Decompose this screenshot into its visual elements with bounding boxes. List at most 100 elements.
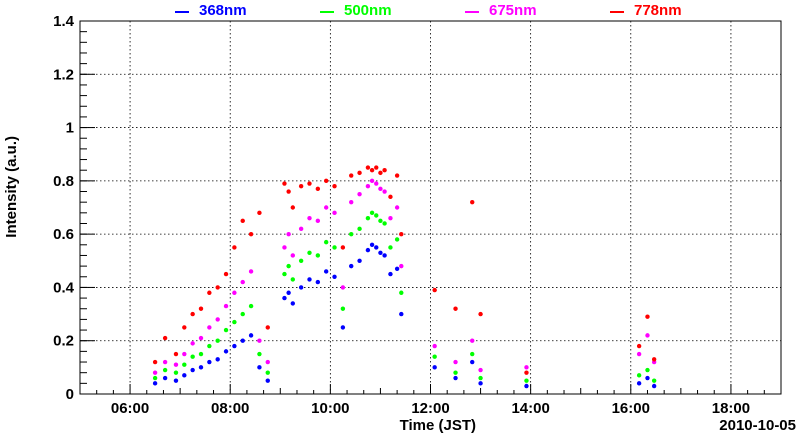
- data-point: [524, 370, 529, 375]
- data-point: [198, 335, 204, 341]
- data-point: [286, 290, 291, 295]
- data-point: [223, 349, 229, 354]
- data-point: [198, 351, 204, 357]
- data-point: [470, 351, 475, 357]
- axis-ticks: 06:00 08:00 10:00 12:00 14:00 16:00 18:00 0 0.2 0…: [53, 13, 782, 417]
- x-axis-title: Time (JST): [400, 417, 476, 434]
- x-tick-label: 10:00: [311, 400, 349, 417]
- data-point: [173, 351, 179, 357]
- data-point: [349, 231, 354, 237]
- data-point: [636, 381, 642, 386]
- y-tick-label: 1.2: [53, 66, 74, 83]
- data-point: [357, 226, 362, 232]
- data-point: [257, 338, 262, 343]
- data-point: [282, 271, 287, 277]
- data-point: [645, 367, 650, 373]
- data-point: [369, 178, 375, 184]
- data-point: [248, 231, 254, 237]
- data-point: [240, 279, 245, 285]
- data-point: [636, 373, 642, 378]
- data-point: [388, 271, 393, 277]
- data-point: [173, 378, 179, 383]
- data-point: [369, 210, 375, 216]
- series-368nm: [152, 242, 657, 389]
- data-point: [357, 258, 362, 263]
- data-point: [432, 365, 437, 370]
- data-point: [315, 218, 321, 224]
- data-point: [399, 290, 404, 295]
- data-point: [162, 359, 168, 365]
- data-point: [382, 168, 387, 173]
- data-point: [315, 186, 321, 192]
- data-point: [332, 245, 337, 250]
- data-point: [394, 237, 400, 242]
- data-point: [470, 338, 475, 343]
- data-point: [290, 253, 296, 258]
- data-point: [340, 245, 346, 250]
- data-point: [453, 375, 458, 381]
- data-point: [198, 365, 204, 370]
- x-tick-label: 14:00: [511, 400, 549, 417]
- data-point: [207, 343, 212, 349]
- data-point: [248, 269, 254, 274]
- x-tick-label: 08:00: [211, 400, 249, 417]
- data-point: [215, 317, 220, 322]
- data-point: [365, 183, 371, 189]
- data-point: [365, 165, 371, 170]
- data-point: [282, 181, 287, 186]
- data-point: [332, 274, 337, 279]
- y-tick-label: 1: [66, 120, 74, 137]
- data-point: [190, 341, 195, 346]
- data-point: [173, 362, 179, 367]
- data-point: [190, 311, 195, 317]
- data-point: [240, 218, 245, 224]
- data-point: [524, 378, 529, 383]
- data-point: [636, 351, 642, 357]
- data-point: [182, 325, 187, 330]
- data-point: [162, 375, 168, 381]
- y-tick-label: 1.4: [53, 13, 75, 30]
- y-tick-label: 0.2: [53, 333, 74, 350]
- data-point: [298, 285, 304, 290]
- data-point: [307, 250, 312, 255]
- data-point: [636, 343, 642, 349]
- data-point: [215, 338, 220, 343]
- data-point: [378, 218, 383, 224]
- data-point: [215, 357, 220, 362]
- data-point: [382, 189, 387, 194]
- data-point: [323, 178, 329, 184]
- data-point: [223, 303, 229, 309]
- data-point: [378, 250, 383, 255]
- data-point: [232, 343, 237, 349]
- data-point: [332, 183, 337, 189]
- data-point: [152, 381, 158, 386]
- data-point: [307, 181, 312, 186]
- data-point: [298, 226, 304, 232]
- data-point: [432, 287, 437, 293]
- data-point: [453, 306, 458, 311]
- x-tick-label: 16:00: [612, 400, 650, 417]
- data-point: [286, 263, 291, 269]
- data-point: [257, 210, 262, 216]
- data-point: [298, 183, 304, 189]
- data-point: [378, 170, 383, 176]
- data-point: [645, 314, 650, 319]
- data-point: [374, 245, 379, 250]
- data-point: [265, 378, 270, 383]
- data-point: [307, 277, 312, 282]
- data-point: [374, 213, 379, 218]
- data-point: [315, 279, 321, 285]
- legend-label: 500nm: [344, 2, 392, 19]
- data-point: [240, 311, 245, 317]
- data-point: [340, 325, 346, 330]
- data-point: [382, 221, 387, 226]
- data-point: [240, 338, 245, 343]
- data-point: [478, 311, 483, 317]
- data-point: [332, 210, 337, 216]
- data-point: [182, 373, 187, 378]
- data-point: [470, 199, 475, 205]
- data-point: [388, 194, 393, 200]
- data-point: [207, 359, 212, 365]
- data-point: [349, 263, 354, 269]
- data-point: [365, 215, 371, 221]
